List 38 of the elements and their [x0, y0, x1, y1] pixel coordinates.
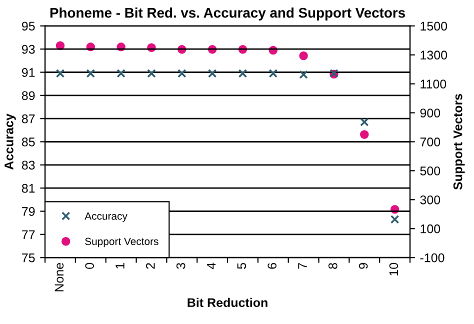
chart-title: Phoneme - Bit Red. vs. Accuracy and Support Vectors — [50, 8, 405, 20]
x-tick-label: 4 — [206, 262, 216, 270]
y-axis-title: Accuracy — [4, 114, 16, 170]
x-tick-label: 3 — [176, 262, 186, 269]
y-tick-label: 77 — [22, 230, 35, 239]
y2-tick-label: 500 — [420, 166, 440, 176]
y2-tick-label: 1100 — [420, 80, 446, 88]
y-tick-label: 85 — [22, 138, 35, 146]
y2-tick-label: 100 — [420, 224, 440, 234]
x-tick-label: 8 — [328, 262, 338, 269]
x-tick-label: 2 — [146, 263, 155, 269]
x-tick-label: 9 — [358, 263, 368, 269]
y2-tick-label: 1500 — [420, 22, 448, 31]
y-tick-label: 91 — [22, 68, 35, 77]
x-tick-label: 1 — [116, 263, 124, 268]
y-tick-label: 95 — [22, 22, 35, 31]
y-tick-label: 81 — [22, 184, 35, 193]
y-tick-label: 79 — [22, 207, 35, 216]
y-tick-label: 89 — [22, 91, 35, 100]
x-tick-label: 7 — [298, 263, 307, 269]
x-axis-title: Bit Reduction — [188, 298, 268, 308]
y2-tick-label: 700 — [420, 138, 440, 146]
y-tick-label: 93 — [22, 44, 35, 54]
x-tick-label: 6 — [268, 262, 276, 269]
x-tick-label: 0 — [85, 262, 94, 269]
y-tick-label: 87 — [22, 114, 35, 124]
y2-tick-label: -100 — [420, 253, 444, 262]
y-tick-label: 83 — [22, 160, 35, 170]
y2-axis-title: Support Vectors — [453, 94, 465, 190]
x-tick-label: 10 — [389, 262, 398, 276]
x-tick-label: None — [54, 262, 64, 292]
legend-label: Support Vectors — [85, 238, 158, 248]
y2-tick-label: 900 — [420, 108, 440, 118]
y2-tick-label: 300 — [420, 195, 440, 204]
legend-label: Accuracy — [84, 212, 128, 222]
y2-tick-label: 1300 — [420, 50, 448, 60]
y-tick-label: 75 — [22, 254, 35, 262]
x-tick-label: 5 — [237, 262, 246, 269]
